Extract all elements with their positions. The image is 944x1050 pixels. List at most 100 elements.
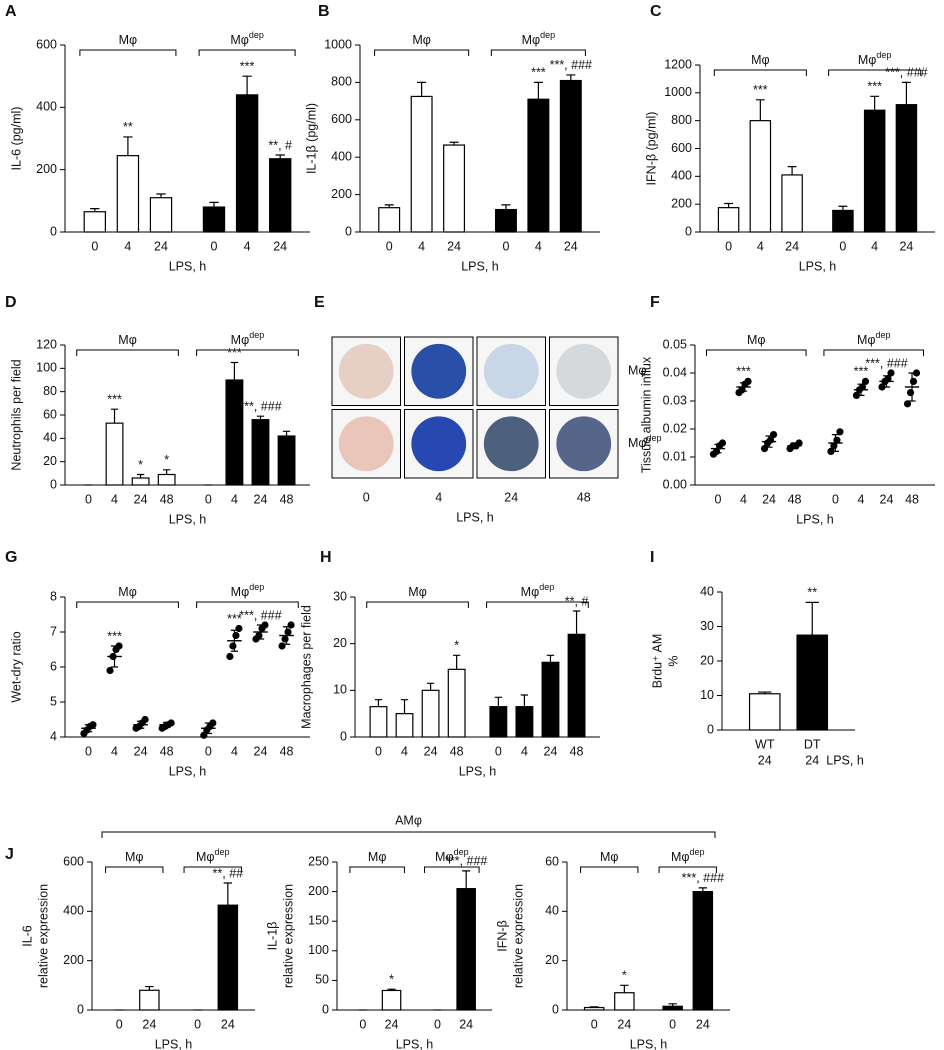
data-point (261, 621, 269, 629)
x-tick-label: 4 (521, 744, 528, 758)
data-point (769, 431, 778, 439)
x-tick-label: 48 (788, 492, 802, 506)
y-tick-label: 0.02 (663, 421, 687, 435)
y-tick-label: 50 (315, 973, 329, 987)
bar (269, 158, 292, 233)
group-label: Mφdep (521, 582, 555, 599)
bar (381, 989, 402, 1011)
y-tick-label: 5 (50, 694, 57, 708)
group-label-sup: dep (454, 847, 469, 857)
group-label-main: Mφ (125, 850, 144, 864)
error-bar (90, 208, 100, 212)
error-bar (758, 691, 772, 694)
x-tick-label: 4 (418, 239, 425, 253)
error-bar (230, 361, 239, 380)
data-point (861, 377, 870, 385)
y-tick-label: 0 (552, 1002, 559, 1016)
y-tick-label: 200 (331, 187, 352, 201)
x-tick-label: 24 (254, 744, 268, 758)
bar (83, 211, 106, 233)
x-axis-label: LPS, h (826, 753, 864, 767)
bar (717, 207, 740, 233)
x-tick-label: 48 (450, 744, 464, 758)
x-tick-label: 0 (205, 492, 212, 506)
error-bar (870, 95, 880, 111)
data-point (744, 377, 752, 385)
bar (378, 207, 401, 233)
x-axis-label: LPS, h (169, 259, 207, 273)
significance-label: *** (107, 392, 122, 406)
group-label-sup: dep (647, 433, 662, 443)
y-tick-label: 0 (345, 224, 352, 238)
group-label: Mφdep (196, 847, 230, 864)
error-bar (256, 415, 265, 420)
y-tick-label: 40 (545, 904, 559, 918)
group-label-main: Mφ (751, 53, 770, 67)
error-bar (110, 408, 119, 424)
bar (131, 477, 150, 486)
bracket (366, 601, 469, 608)
x-tick-label: 24 (880, 492, 894, 506)
significance-label: ***, ### (865, 356, 907, 370)
x-tick-label: 0 (375, 744, 382, 758)
x-tick-label: 0 (211, 239, 218, 253)
group-label: Mφ (368, 850, 387, 864)
bracket (490, 49, 586, 56)
error-bar (230, 629, 239, 652)
group-label: Mφdep (231, 582, 265, 599)
data-point (718, 439, 727, 447)
panel-letter: I (650, 549, 654, 566)
group-label: Mφ (600, 850, 619, 864)
y-axis-label: % (666, 655, 680, 666)
y-tick-label: 0.03 (663, 393, 687, 407)
x-tick-label: 0 (832, 492, 839, 506)
y-axis-label: IFN-β (495, 920, 509, 952)
group-title: AMφ (395, 813, 422, 827)
panel-letter: F (650, 294, 660, 311)
error-bar (520, 694, 529, 707)
significance-label: * (622, 969, 627, 983)
y-axis-label: IL-1β (pg/ml) (304, 103, 318, 174)
error-bar (163, 721, 171, 728)
x-tick-label: WT (755, 737, 775, 751)
lung-tissue (556, 416, 612, 472)
bar (796, 634, 829, 731)
panel: H 0 10 20 30 Macrophages per field 0 4 24 48 Mφ * 0 4… (299, 549, 600, 778)
error-bar (501, 204, 511, 210)
error-bar (589, 1006, 599, 1008)
y-tick-label: 250 (308, 854, 329, 868)
x-tick-label: 0 (502, 239, 509, 253)
data-point (903, 400, 912, 408)
group-label-main: Mφ (412, 33, 431, 47)
group-label: Mφdep (857, 330, 891, 347)
bracket (713, 69, 807, 76)
group-label-main: Mφ (522, 33, 541, 47)
group-label-sup: dep (249, 582, 264, 592)
group-label-main: Mφ (747, 333, 766, 347)
x-tick-label: 0 (839, 239, 846, 253)
group-label-main: Mφ (231, 333, 250, 347)
significance-label: ** (123, 120, 133, 134)
y-tick-label: 400 (331, 149, 352, 163)
data-point (909, 377, 918, 385)
y-tick-label: 0 (707, 722, 714, 736)
error-bar (374, 699, 383, 707)
bar (369, 706, 388, 738)
error-bar (572, 610, 581, 635)
y-tick-label: 60 (43, 407, 57, 421)
bracket (828, 69, 922, 76)
error-bar (805, 601, 819, 636)
group-label-main: Mφ (118, 333, 137, 347)
x-tick-label: 24 (254, 492, 268, 506)
x-tick-label: 24 (273, 239, 287, 253)
error-bar (426, 682, 435, 691)
error-bar (787, 165, 797, 175)
significance-label: ***, ### (239, 608, 281, 622)
y-tick-label: 20 (545, 953, 559, 967)
group-label-sup: dep (540, 30, 555, 40)
error-bar (223, 882, 233, 906)
x-tick-label: 24 (134, 744, 148, 758)
